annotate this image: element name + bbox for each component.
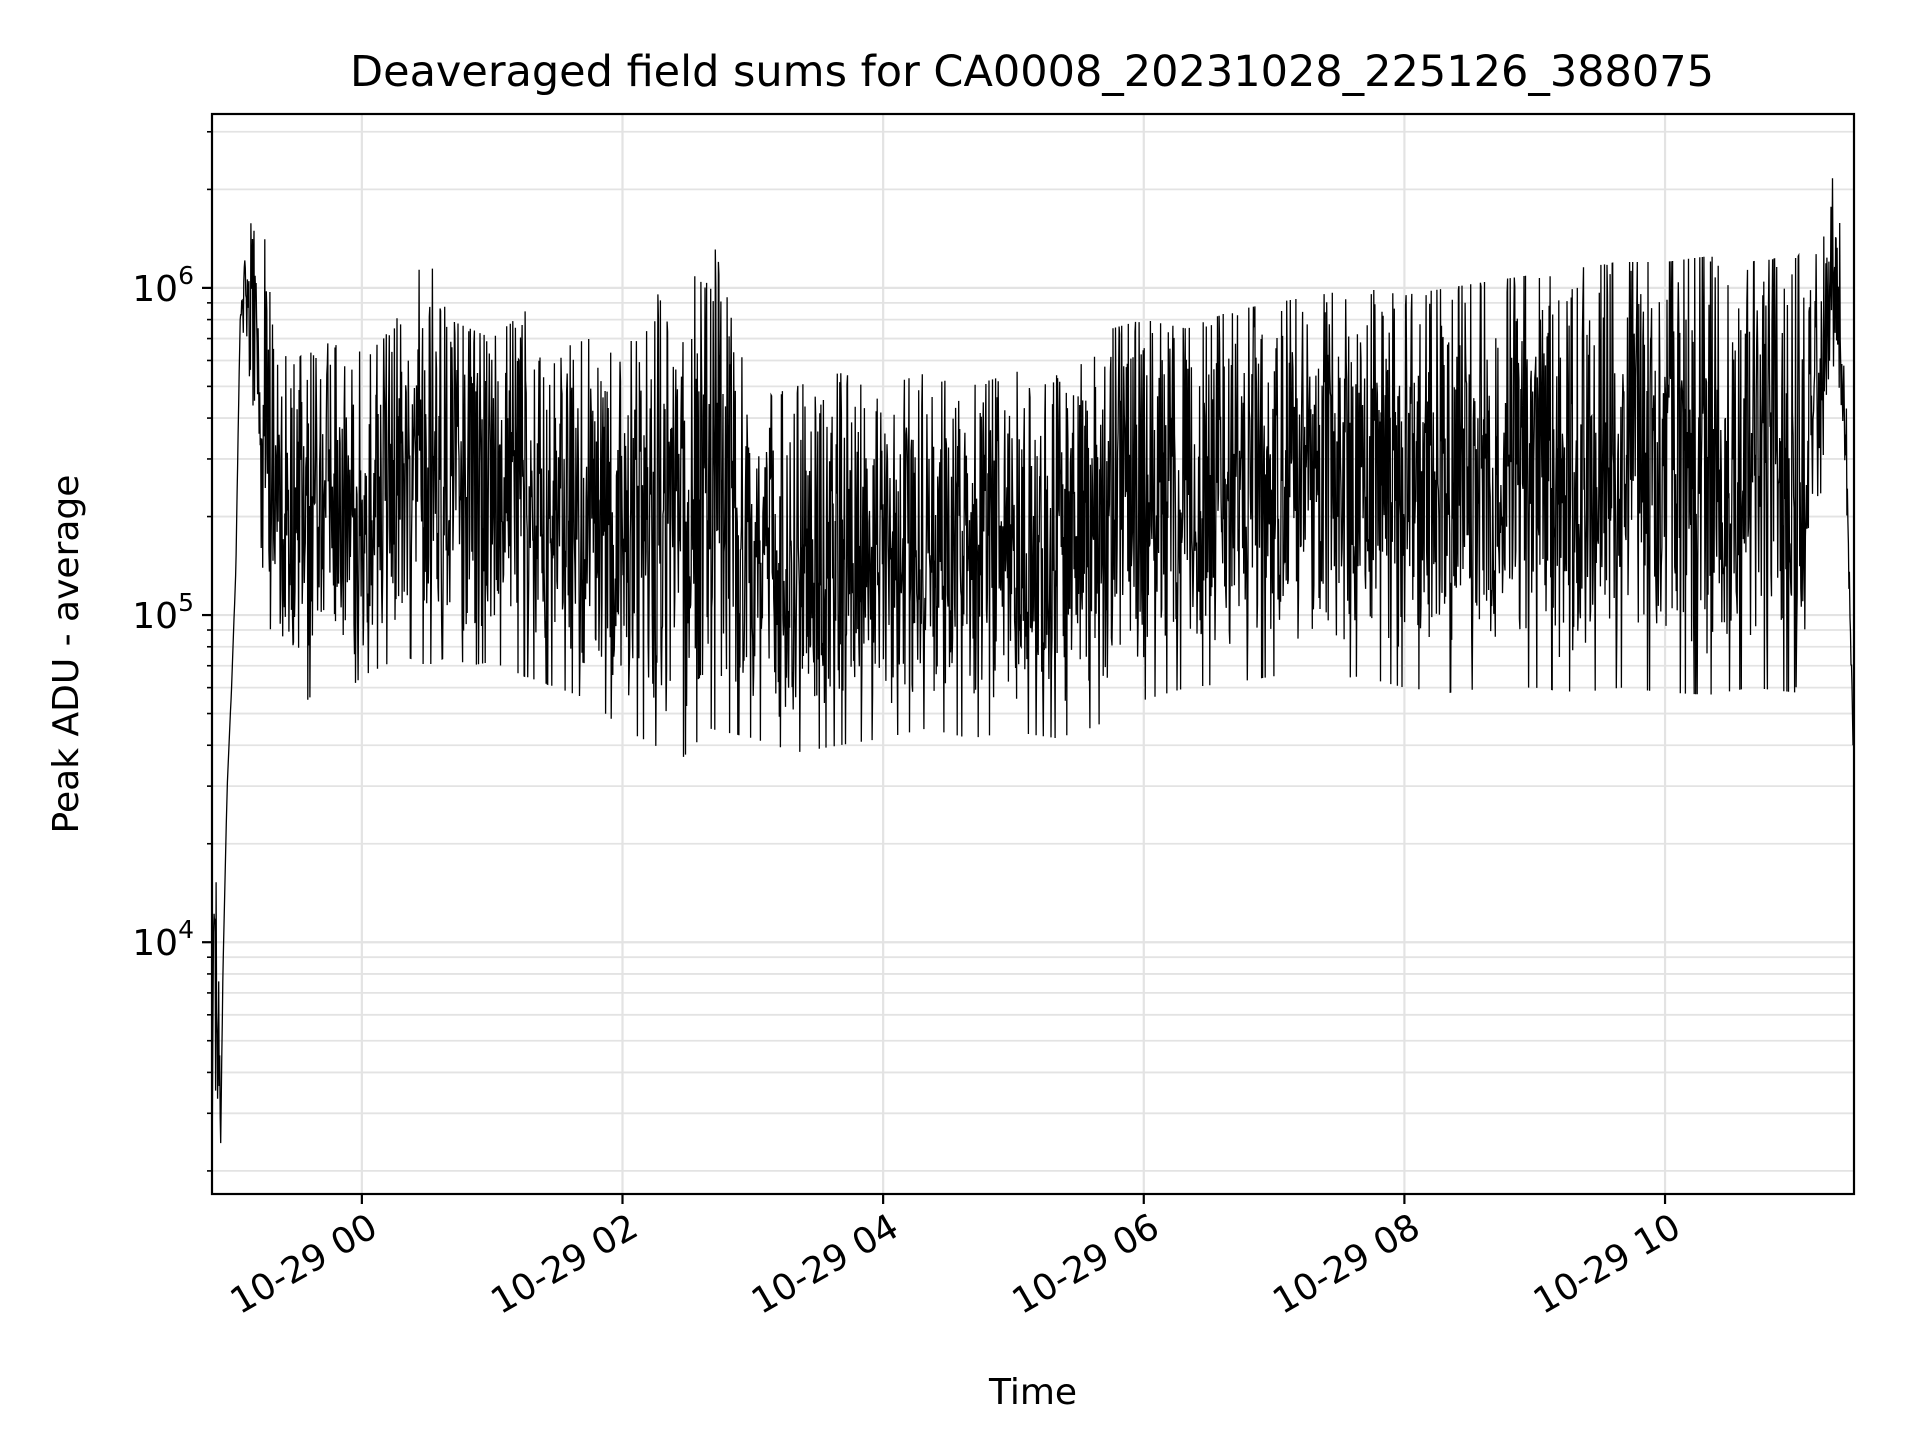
y-axis: 104 105 106 <box>132 130 212 1172</box>
series-line-group <box>211 178 1854 1195</box>
y-tick-label: 106 <box>132 261 194 310</box>
x-axis-label: Time <box>988 1372 1077 1413</box>
y-tick-label: 105 <box>132 588 194 637</box>
chart-title: Deaveraged field sums for CA0008_2023102… <box>350 47 1714 97</box>
y-tick-label: 104 <box>132 915 194 964</box>
plot-frame <box>210 112 1856 1196</box>
series-line <box>211 178 1854 1195</box>
y-axis-label: Peak ADU - average <box>46 475 87 834</box>
